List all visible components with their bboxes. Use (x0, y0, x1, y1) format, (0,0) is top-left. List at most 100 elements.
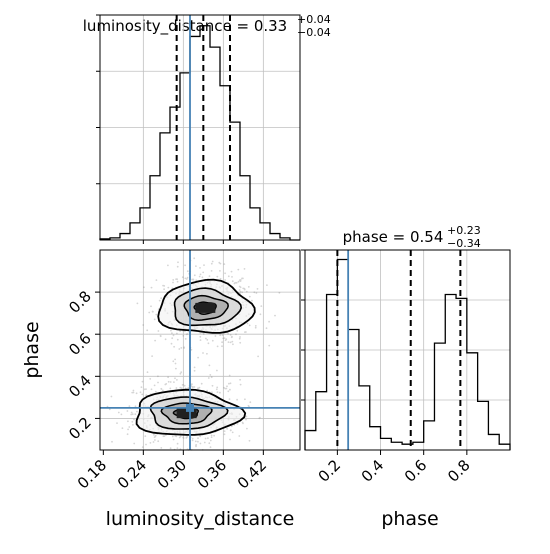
scatter-point (248, 295, 251, 298)
scatter-point (172, 360, 175, 363)
scatter-point (238, 285, 241, 288)
scatter-point (231, 431, 234, 434)
phase-title-minus: −0.34 (447, 237, 481, 250)
scatter-point (243, 287, 246, 290)
phase-xtick-label-2: 0.6 (401, 456, 431, 486)
scatter-point (176, 278, 179, 281)
scatter-point (180, 387, 183, 390)
scatter-point (132, 424, 134, 426)
scatter-point (176, 280, 179, 283)
scatter-point (194, 440, 197, 443)
scatter-point (249, 401, 252, 404)
scatter-point (214, 335, 217, 337)
scatter-point (117, 411, 120, 414)
scatter-point (222, 337, 225, 340)
scatter-point (211, 391, 213, 394)
scatter-point (238, 289, 241, 291)
scatter-point (154, 439, 156, 441)
scatter-point (227, 275, 230, 278)
scatter-point (111, 440, 113, 443)
scatter-point (238, 337, 241, 340)
ld-title-prefix: luminosity_distance = (83, 17, 254, 36)
ld-title-median: 0.33 (254, 17, 287, 35)
scatter-point (176, 338, 179, 341)
scatter-point (242, 287, 245, 290)
scatter-point (136, 410, 138, 413)
scatter-point (195, 279, 198, 282)
scatter-point (157, 375, 159, 378)
scatter-point (173, 381, 175, 383)
scatter-point (237, 268, 240, 271)
scatter-point (199, 273, 202, 276)
scatter-point (268, 344, 271, 347)
scatter-point (178, 436, 181, 439)
scatter-point (210, 262, 213, 265)
scatter-point (230, 336, 233, 339)
scatter-point (178, 348, 181, 350)
scatter-point (245, 331, 247, 333)
scatter-point (134, 413, 137, 416)
scatter-point (197, 387, 199, 390)
scatter-point (197, 356, 200, 359)
scatter-point (210, 436, 213, 439)
scatter-point (207, 377, 210, 379)
scatter-point (211, 260, 214, 263)
scatter-point (172, 438, 175, 441)
scatter-point (244, 398, 246, 401)
scatter-point (231, 276, 233, 278)
scatter-point (241, 291, 244, 294)
scatter-point (259, 313, 262, 316)
scatter-point (210, 434, 213, 437)
scatter-point (229, 388, 231, 391)
scatter-point (203, 441, 206, 444)
scatter-point (224, 279, 227, 281)
scatter-point (152, 441, 155, 443)
scatter-point (174, 377, 176, 380)
contour-mode0-core (195, 302, 216, 313)
scatter-point (141, 380, 144, 383)
scatter-point (245, 418, 247, 421)
ph-histogram-step (304, 258, 511, 450)
scatter-point (247, 286, 250, 288)
scatter-point (266, 284, 268, 286)
scatter-point (176, 447, 179, 449)
scatter-point (216, 345, 219, 348)
scatter-point (202, 333, 205, 335)
scatter-point (149, 378, 152, 380)
scatter-point (169, 381, 172, 383)
scatter-point (141, 446, 144, 448)
scatter-point (176, 379, 178, 381)
scatter-point (145, 388, 147, 390)
scatter-point (223, 337, 226, 339)
scatter-point (228, 382, 230, 385)
joint-ytick-label-2: 0.6 (65, 329, 95, 359)
scatter-point (160, 297, 163, 300)
scatter-point (195, 265, 197, 267)
scatter-point (141, 393, 144, 396)
scatter-point (210, 270, 213, 272)
scatter-point (224, 387, 227, 390)
scatter-point (213, 434, 216, 437)
scatter-point (192, 278, 195, 281)
scatter-point (167, 376, 170, 379)
scatter-point (153, 318, 156, 321)
scatter-point (184, 277, 187, 280)
scatter-point (136, 302, 139, 305)
scatter-point (209, 374, 212, 376)
scatter-point (131, 391, 134, 394)
scatter-point (191, 439, 194, 442)
scatter-point (192, 278, 194, 281)
scatter-point (255, 292, 258, 294)
y-axis-title-phase: phase (21, 321, 43, 378)
scatter-point (227, 341, 230, 343)
scatter-point (181, 276, 184, 279)
scatter-point (211, 384, 214, 387)
scatter-point (243, 288, 246, 291)
scatter-point (192, 386, 194, 388)
scatter-point (206, 339, 209, 341)
scatter-point (133, 442, 136, 445)
scatter-point (179, 330, 182, 332)
scatter-point (235, 281, 238, 284)
scatter-point (199, 331, 202, 334)
scatter-point (159, 335, 162, 338)
